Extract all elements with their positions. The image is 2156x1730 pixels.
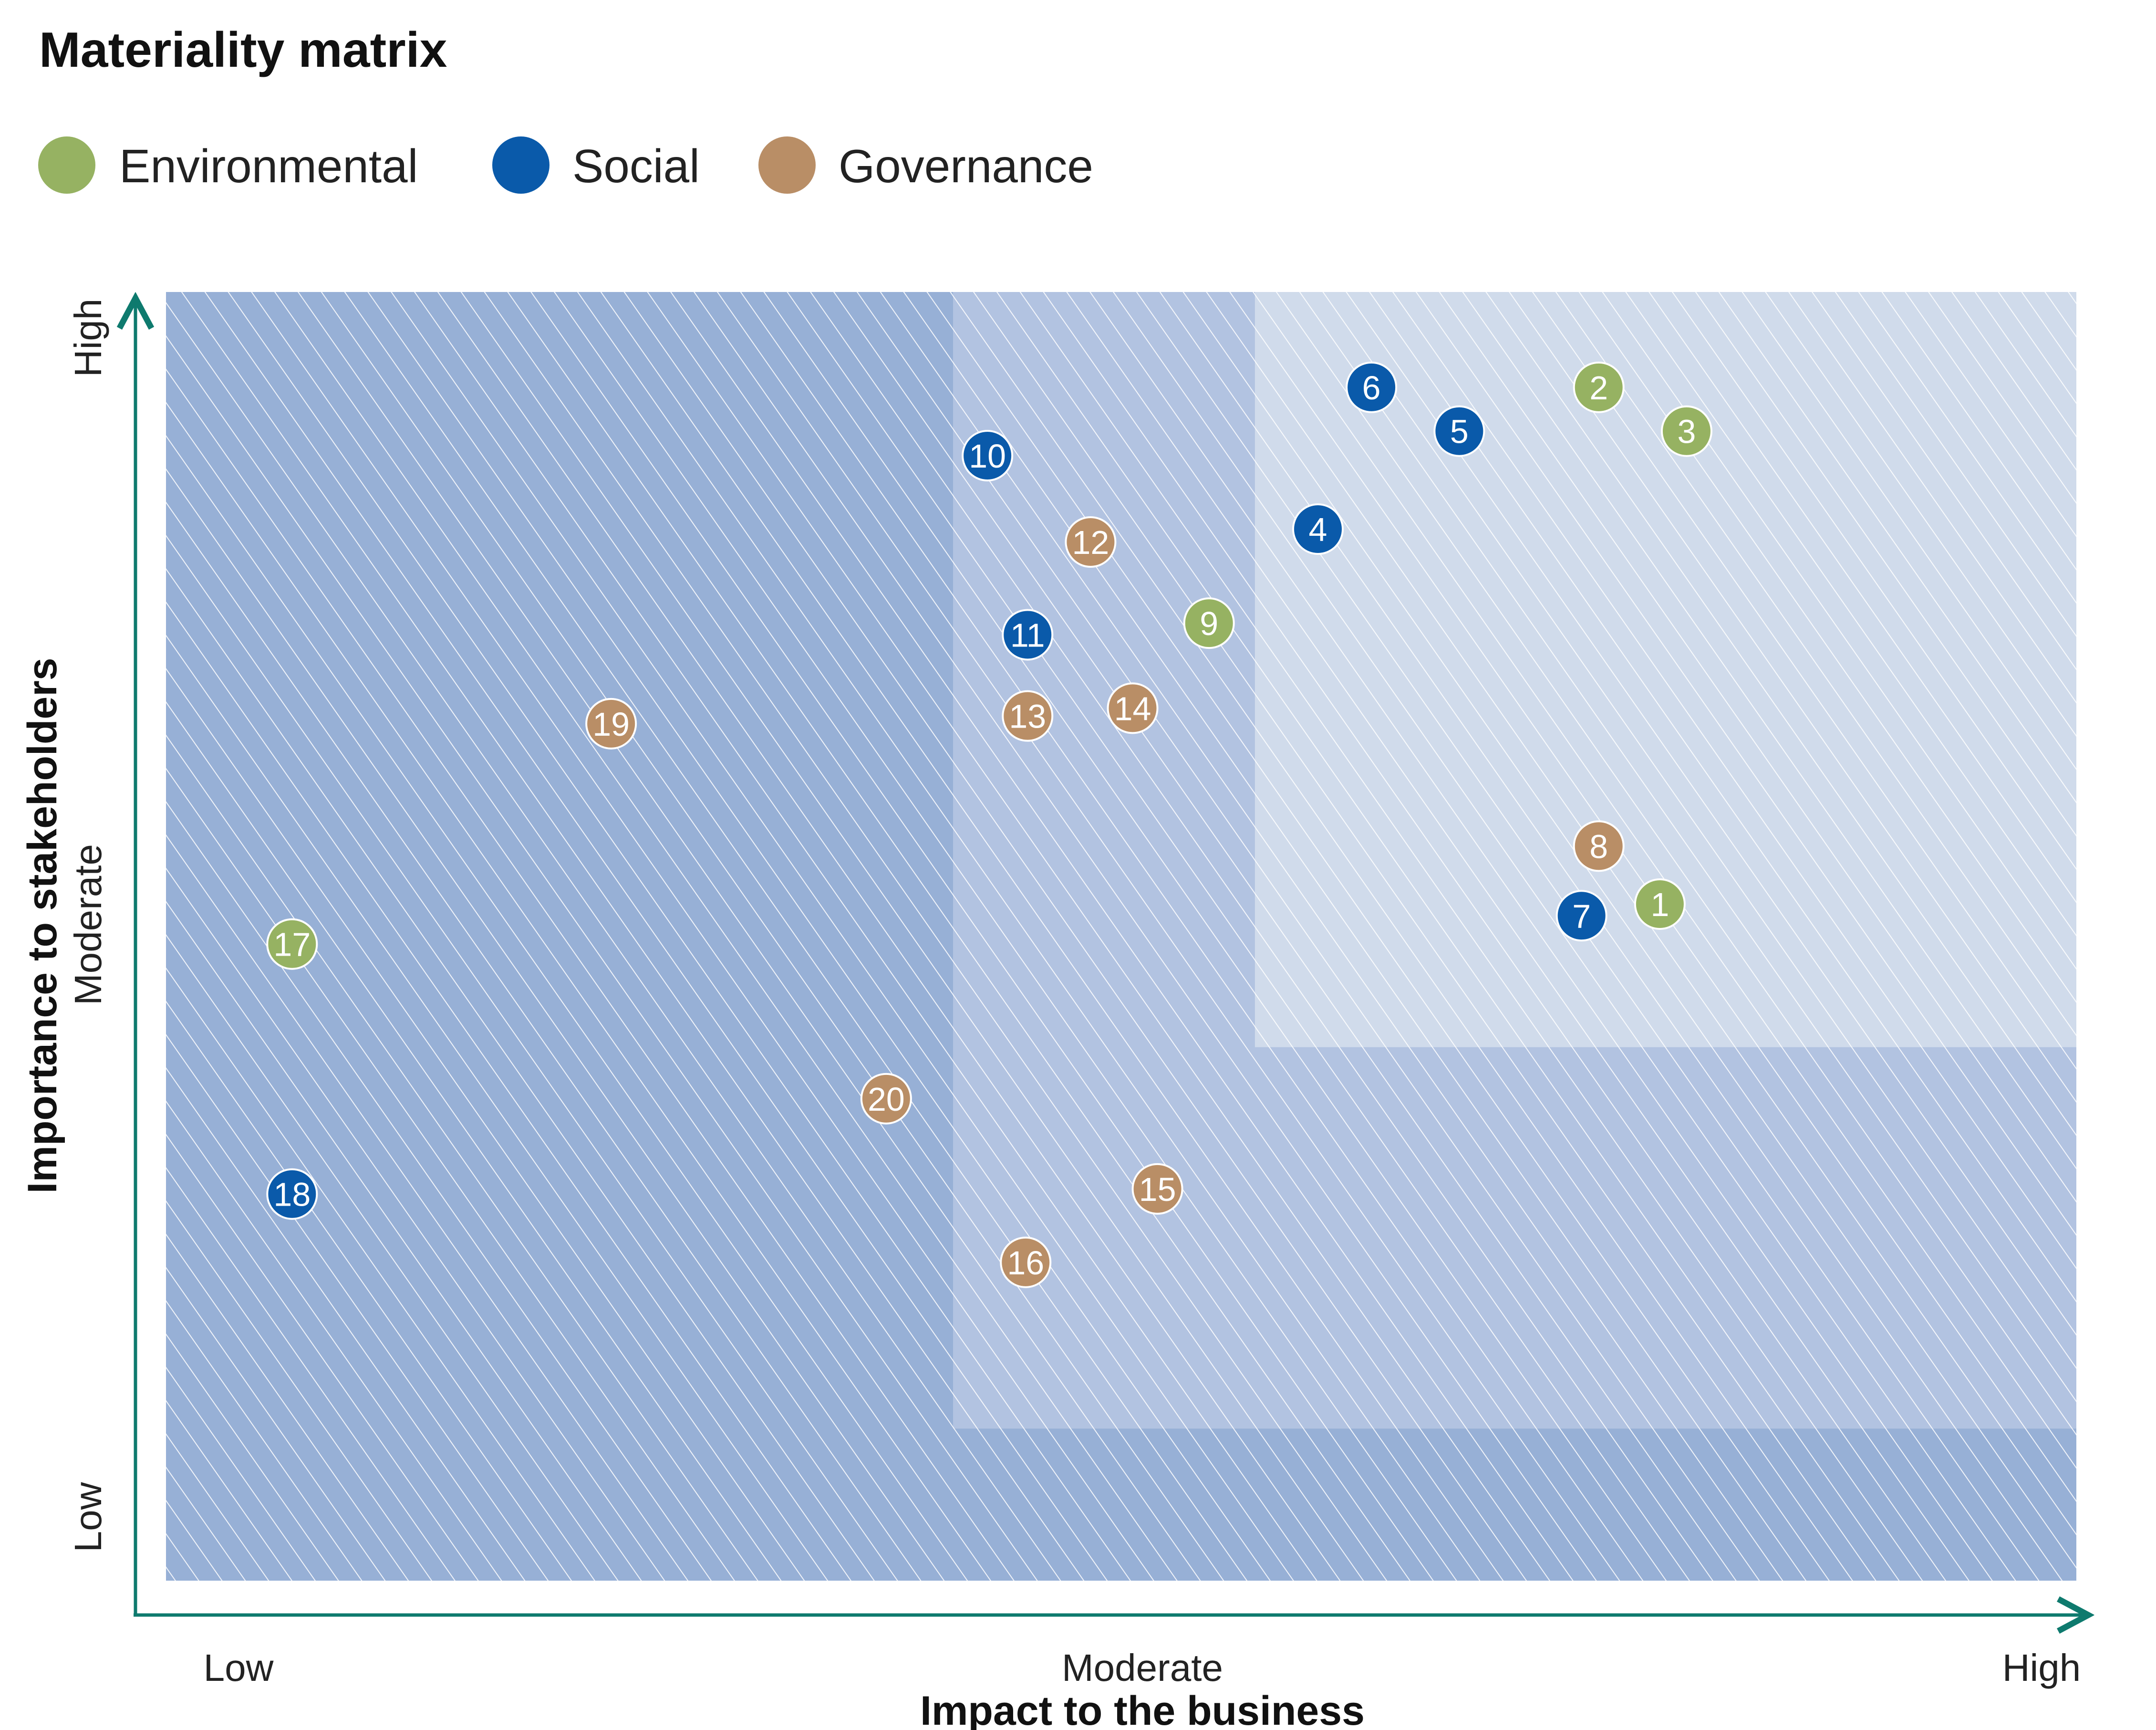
- point-marker-1: [1634, 878, 1686, 930]
- axes: [134, 298, 2088, 1615]
- point-marker-3: [1660, 405, 1712, 457]
- point-label-12: 12: [1072, 524, 1109, 561]
- point-11: 11: [1002, 609, 1054, 661]
- point-marker-4: [1292, 503, 1344, 555]
- point-marker-11: [1002, 609, 1054, 661]
- y-tick-low: Low: [67, 1482, 109, 1552]
- point-marker-17: [266, 918, 318, 970]
- point-label-2: 2: [1589, 369, 1608, 406]
- point-18: 18: [266, 1168, 318, 1220]
- zone-hatching: [166, 292, 2076, 1581]
- y-tick-moderate: Moderate: [67, 844, 109, 1005]
- point-marker-10: [962, 430, 1014, 482]
- point-marker-15: [1131, 1163, 1183, 1215]
- point-5: 5: [1433, 405, 1485, 457]
- point-marker-13: [1002, 690, 1054, 742]
- point-marker-8: [1573, 820, 1625, 872]
- point-marker-16: [1000, 1236, 1052, 1288]
- point-13: 13: [1002, 690, 1054, 742]
- point-marker-6: [1346, 361, 1398, 413]
- point-9: 9: [1183, 597, 1235, 649]
- legend-environmental-label: Environmental: [119, 140, 418, 192]
- point-label-9: 9: [1200, 605, 1218, 642]
- point-label-4: 4: [1309, 511, 1327, 548]
- point-marker-14: [1107, 682, 1159, 734]
- point-label-18: 18: [273, 1176, 311, 1213]
- point-12: 12: [1065, 516, 1117, 568]
- point-marker-18: [266, 1168, 318, 1220]
- x-tick-low: Low: [204, 1647, 274, 1689]
- zones: [166, 292, 2076, 1581]
- point-10: 10: [962, 430, 1014, 482]
- point-16: 16: [1000, 1236, 1052, 1288]
- point-label-11: 11: [1010, 616, 1045, 654]
- legend-environmental-marker: [38, 136, 95, 194]
- point-marker-19: [585, 698, 637, 750]
- point-label-10: 10: [969, 438, 1006, 475]
- legend-governance-marker: [758, 136, 816, 194]
- legend-governance-label: Governance: [839, 140, 1093, 192]
- point-label-14: 14: [1114, 690, 1151, 727]
- point-label-3: 3: [1678, 413, 1696, 450]
- y-axis-title: Importance to stakeholders: [20, 657, 65, 1193]
- point-label-17: 17: [273, 926, 311, 963]
- point-15: 15: [1131, 1163, 1183, 1215]
- point-14: 14: [1107, 682, 1159, 734]
- x-tick-high: High: [2002, 1647, 2081, 1689]
- point-8: 8: [1573, 820, 1625, 872]
- point-label-20: 20: [868, 1081, 905, 1118]
- point-17: 17: [266, 918, 318, 970]
- point-marker-5: [1433, 405, 1485, 457]
- point-19: 19: [585, 698, 637, 750]
- x-axis-title: Impact to the business: [920, 1688, 1365, 1730]
- point-marker-2: [1573, 361, 1625, 413]
- point-3: 3: [1660, 405, 1712, 457]
- point-label-1: 1: [1650, 886, 1669, 923]
- point-marker-20: [860, 1073, 912, 1125]
- point-label-19: 19: [592, 706, 630, 743]
- point-label-15: 15: [1139, 1171, 1176, 1208]
- legend: Environmental Social Governance: [38, 136, 1093, 194]
- point-label-7: 7: [1572, 897, 1591, 935]
- point-marker-9: [1183, 597, 1235, 649]
- point-label-6: 6: [1362, 369, 1381, 406]
- point-4: 4: [1292, 503, 1344, 555]
- point-label-5: 5: [1450, 413, 1469, 450]
- point-label-8: 8: [1589, 828, 1608, 865]
- point-7: 7: [1555, 890, 1607, 942]
- legend-social-marker: [492, 136, 549, 194]
- point-6: 6: [1346, 361, 1398, 413]
- chart-title: Materiality matrix: [39, 22, 447, 78]
- x-tick-moderate: Moderate: [1062, 1647, 1223, 1689]
- point-1: 1: [1634, 878, 1686, 930]
- point-2: 2: [1573, 361, 1625, 413]
- point-label-16: 16: [1007, 1244, 1044, 1282]
- y-tick-high: High: [67, 299, 109, 377]
- point-marker-12: [1065, 516, 1117, 568]
- point-20: 20: [860, 1073, 912, 1125]
- legend-social-label: Social: [572, 140, 700, 192]
- point-marker-7: [1555, 890, 1607, 942]
- point-label-13: 13: [1009, 698, 1046, 735]
